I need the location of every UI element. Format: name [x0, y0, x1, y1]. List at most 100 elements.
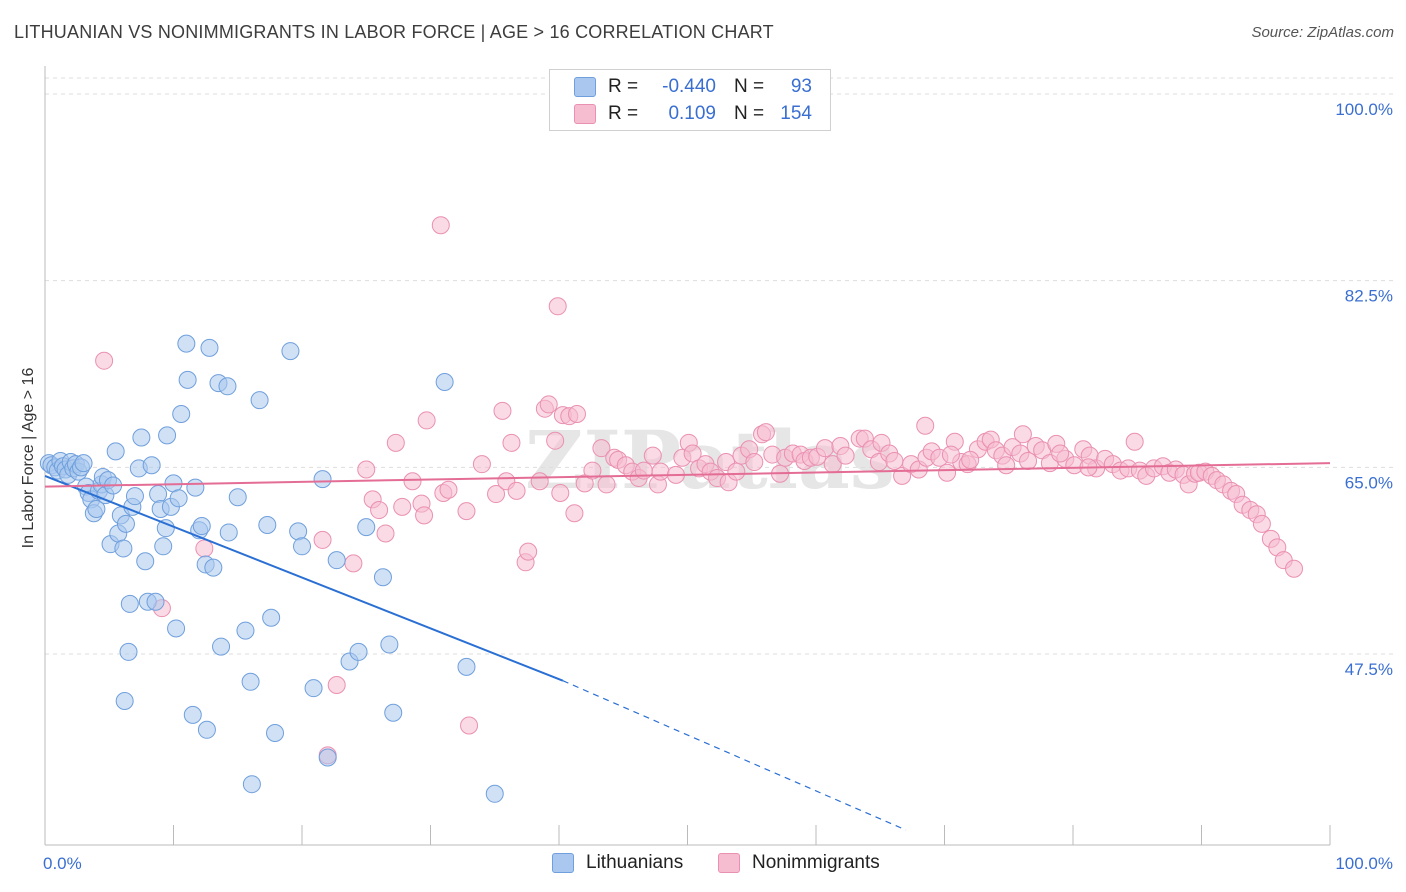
nonimmigrant-point — [95, 351, 114, 370]
nonimmigrant-point — [403, 472, 422, 491]
nonimmigrant-point — [938, 463, 957, 482]
lithuanian-point — [219, 523, 238, 542]
nonimmigrant-point — [546, 431, 565, 450]
lithuanian-point — [293, 537, 311, 556]
lithuanian-point — [228, 488, 247, 507]
y-axis-label: In Labor Force | Age > 16 — [20, 368, 37, 549]
nonimmigrant-point — [592, 439, 611, 458]
nonimmigrant-point — [961, 450, 980, 469]
nonimmigrant-point — [997, 456, 1016, 475]
blue-swatch — [552, 853, 574, 873]
nonimmigrant-point — [1051, 444, 1070, 463]
legend-item-lithuanians[interactable]: Lithuanians — [552, 852, 683, 874]
series-legend: Lithuanians Nonimmigrants — [0, 852, 1406, 876]
lithuanian-point — [74, 454, 93, 473]
nonimmigrant-point — [565, 504, 584, 523]
lithuanian-point — [241, 672, 260, 691]
lithuanian-point — [204, 558, 223, 577]
nonimmigrant-point — [376, 524, 395, 543]
legend-r-label: R = — [608, 103, 639, 124]
legend-item-nonimmigrants[interactable]: Nonimmigrants — [718, 852, 880, 874]
nonimmigrant-trendline — [44, 462, 1331, 488]
nonimmigrant-point — [1125, 432, 1144, 451]
lithuanian-point — [289, 522, 308, 541]
nonimmigrant-point — [683, 444, 702, 463]
lithuanian-point — [262, 608, 281, 627]
nonimmigrant-point — [597, 475, 616, 494]
legend-n-value: 93 — [790, 76, 812, 97]
lithuanian-point — [281, 342, 300, 361]
lithuanian-point — [136, 552, 155, 571]
legend-n-value: 154 — [780, 103, 812, 124]
nonimmigrant-point — [551, 483, 570, 502]
nonimmigrant-point — [507, 481, 526, 500]
nonimmigrant-point — [815, 439, 834, 458]
lithuanian-point — [186, 478, 205, 497]
lithuanian-point — [87, 499, 106, 518]
stats-legend: R = -0.440 N = 93 R = 0.109 N = 154 — [549, 69, 831, 131]
lithuanian-point — [373, 568, 392, 587]
legend-label: Lithuanians — [586, 852, 684, 873]
chart-title: LITHUANIAN VS NONIMMIGRANTS IN LABOR FOR… — [14, 22, 774, 42]
nonimmigrant-point — [643, 446, 662, 465]
lithuanian-point — [169, 489, 188, 508]
nonimmigrant-point — [1285, 559, 1304, 578]
nonimmigrant-point — [836, 446, 855, 465]
nonimmigrant-point — [519, 542, 538, 561]
nonimmigrant-point — [941, 445, 960, 464]
lithuanian-point — [116, 514, 135, 533]
nonimmigrant-point — [502, 433, 521, 452]
x-tick-label: 100.0% — [1335, 854, 1393, 873]
nonimmigrant-point — [1252, 514, 1271, 533]
nonimmigrant-point — [539, 395, 558, 414]
lithuanian-point — [158, 426, 177, 445]
nonimmigrant-point — [727, 462, 746, 481]
lithuanian-point — [114, 539, 133, 558]
lithuanian-point — [435, 373, 454, 392]
lithuanian-point — [172, 405, 191, 424]
lithuanian-point — [154, 537, 173, 556]
lithuanian-point — [357, 518, 376, 537]
lithuanian-point — [349, 642, 368, 661]
legend-n-label: N = — [734, 103, 765, 124]
nonimmigrant-point — [327, 675, 346, 694]
legend-row-nonimmigrants: R = 0.109 N = 154 — [574, 102, 812, 126]
lithuanian-point — [197, 720, 216, 739]
lithuanian-point — [119, 642, 138, 661]
lithuanian-point — [142, 456, 161, 475]
y-tick-label: 47.5% — [1345, 660, 1393, 679]
lithuanian-point — [313, 470, 332, 489]
nonimmigrant-point — [567, 405, 586, 424]
lithuanian-point — [156, 519, 175, 538]
lithuanian-point — [212, 637, 231, 656]
y-tick-label: 65.0% — [1345, 473, 1393, 492]
lithuanian-point — [177, 334, 196, 353]
lithuanian-point — [250, 391, 269, 410]
lithuanian-point — [200, 338, 219, 357]
nonimmigrant-point — [370, 501, 389, 520]
nonimmigrant-point — [386, 433, 405, 452]
nonimmigrant-point — [357, 460, 376, 479]
nonimmigrant-point — [417, 411, 436, 430]
lithuanian-point — [485, 784, 504, 803]
blue-swatch — [574, 77, 596, 97]
legend-r-label: R = — [608, 76, 639, 97]
lithuanian-point — [266, 723, 285, 742]
legend-row-lithuanians: R = -0.440 N = 93 — [574, 75, 812, 99]
nonimmigrant-point — [431, 216, 450, 235]
lithuanian-point — [384, 703, 403, 722]
lithuanian-point — [304, 679, 323, 698]
lithuanian-point — [132, 428, 151, 447]
lithuanian-point — [258, 515, 277, 534]
x-tick-label: 0.0% — [43, 854, 82, 873]
lithuanian-point — [380, 635, 399, 654]
legend-label: Nonimmigrants — [752, 852, 880, 873]
nonimmigrant-point — [493, 401, 512, 420]
lithuanian-point — [146, 592, 165, 611]
nonimmigrant-point — [393, 497, 412, 516]
source-label: Source: ZipAtlas.com — [1251, 24, 1394, 41]
lithuanian-point — [183, 705, 202, 724]
nonimmigrant-point — [472, 455, 491, 474]
legend-r-value: 0.109 — [668, 103, 716, 124]
lithuanian-point — [457, 657, 476, 676]
